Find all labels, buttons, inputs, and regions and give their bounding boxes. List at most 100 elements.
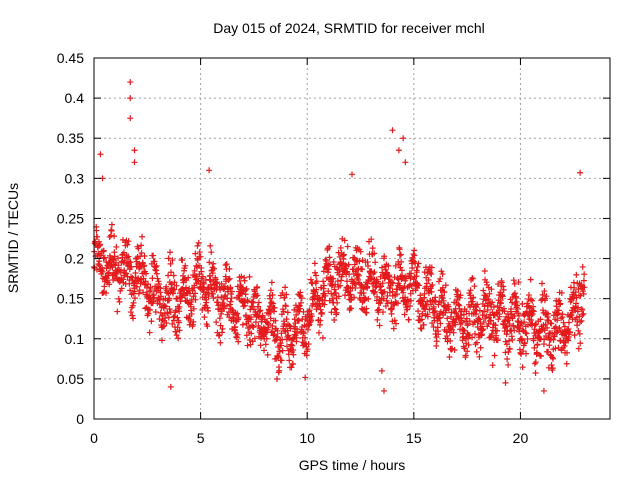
data-point bbox=[411, 247, 418, 254]
data-point bbox=[458, 319, 465, 326]
data-point bbox=[306, 307, 313, 314]
data-point bbox=[241, 277, 248, 284]
data-point bbox=[99, 268, 106, 275]
data-point bbox=[284, 309, 291, 316]
data-point bbox=[556, 297, 563, 304]
data-point bbox=[563, 360, 570, 367]
data-point bbox=[124, 241, 131, 248]
data-point bbox=[106, 281, 113, 288]
data-point bbox=[416, 282, 423, 289]
data-point bbox=[295, 317, 302, 324]
data-point bbox=[131, 295, 138, 302]
data-point bbox=[523, 330, 530, 337]
data-point bbox=[407, 290, 414, 297]
data-point bbox=[401, 311, 408, 318]
data-point bbox=[506, 337, 513, 344]
data-point bbox=[348, 305, 355, 312]
data-point bbox=[328, 309, 335, 316]
data-point bbox=[208, 249, 215, 256]
data-point bbox=[430, 303, 437, 310]
data-point bbox=[531, 344, 538, 351]
data-point bbox=[344, 243, 351, 250]
data-point bbox=[411, 252, 418, 259]
data-point bbox=[549, 365, 556, 372]
data-point bbox=[560, 319, 567, 326]
data-point bbox=[407, 275, 414, 282]
data-point bbox=[341, 237, 348, 244]
data-point bbox=[152, 309, 159, 316]
data-point bbox=[127, 79, 134, 86]
data-point bbox=[480, 319, 487, 326]
data-point bbox=[365, 263, 372, 270]
data-point bbox=[255, 303, 262, 310]
data-point bbox=[130, 315, 137, 322]
data-point bbox=[293, 311, 300, 318]
data-point bbox=[248, 314, 255, 321]
data-point bbox=[167, 383, 174, 390]
data-point bbox=[481, 267, 488, 274]
data-point bbox=[330, 275, 337, 282]
data-point bbox=[534, 341, 541, 348]
data-point bbox=[385, 262, 392, 269]
data-point bbox=[197, 253, 204, 260]
data-point bbox=[312, 269, 319, 276]
data-point bbox=[492, 322, 499, 329]
data-point bbox=[227, 284, 234, 291]
data-point bbox=[517, 320, 524, 327]
data-point bbox=[396, 252, 403, 259]
data-point bbox=[322, 256, 329, 263]
data-point bbox=[190, 305, 197, 312]
data-point bbox=[421, 269, 428, 276]
data-point bbox=[225, 309, 232, 316]
data-point bbox=[400, 135, 407, 142]
data-point bbox=[280, 308, 287, 315]
x-tick-label: 0 bbox=[90, 430, 98, 446]
data-point bbox=[148, 318, 155, 325]
data-points bbox=[91, 79, 588, 394]
data-point bbox=[263, 335, 270, 342]
data-point bbox=[216, 315, 223, 322]
data-point bbox=[469, 275, 476, 282]
data-point bbox=[252, 319, 259, 326]
data-point bbox=[491, 352, 498, 359]
data-point bbox=[563, 349, 570, 356]
data-point bbox=[283, 291, 290, 298]
data-point bbox=[421, 290, 428, 297]
data-point bbox=[290, 351, 297, 358]
data-point bbox=[123, 270, 130, 277]
data-point bbox=[384, 300, 391, 307]
data-point bbox=[473, 348, 480, 355]
data-point bbox=[150, 298, 157, 305]
data-point bbox=[429, 281, 436, 288]
data-point bbox=[498, 279, 505, 286]
data-point bbox=[345, 261, 352, 268]
data-point bbox=[166, 306, 173, 313]
data-point bbox=[289, 342, 296, 349]
data-point bbox=[124, 254, 131, 261]
data-point bbox=[130, 299, 137, 306]
data-point bbox=[264, 351, 271, 358]
data-point bbox=[470, 294, 477, 301]
data-point bbox=[174, 295, 181, 302]
data-point bbox=[319, 334, 326, 341]
data-point bbox=[543, 293, 550, 300]
data-point bbox=[163, 320, 170, 327]
data-point bbox=[370, 290, 377, 297]
data-point bbox=[282, 284, 289, 291]
data-point bbox=[305, 341, 312, 348]
data-point bbox=[467, 287, 474, 294]
data-point bbox=[356, 258, 363, 265]
data-point bbox=[176, 303, 183, 310]
data-point bbox=[487, 334, 494, 341]
data-point bbox=[530, 308, 537, 315]
data-point bbox=[146, 307, 153, 314]
data-point bbox=[127, 259, 134, 266]
data-point bbox=[175, 319, 182, 326]
data-point bbox=[476, 353, 483, 360]
data-point bbox=[461, 327, 468, 334]
data-point bbox=[384, 292, 391, 299]
data-point bbox=[417, 292, 424, 299]
data-point bbox=[442, 282, 449, 289]
data-point bbox=[261, 347, 268, 354]
data-point bbox=[234, 331, 241, 338]
